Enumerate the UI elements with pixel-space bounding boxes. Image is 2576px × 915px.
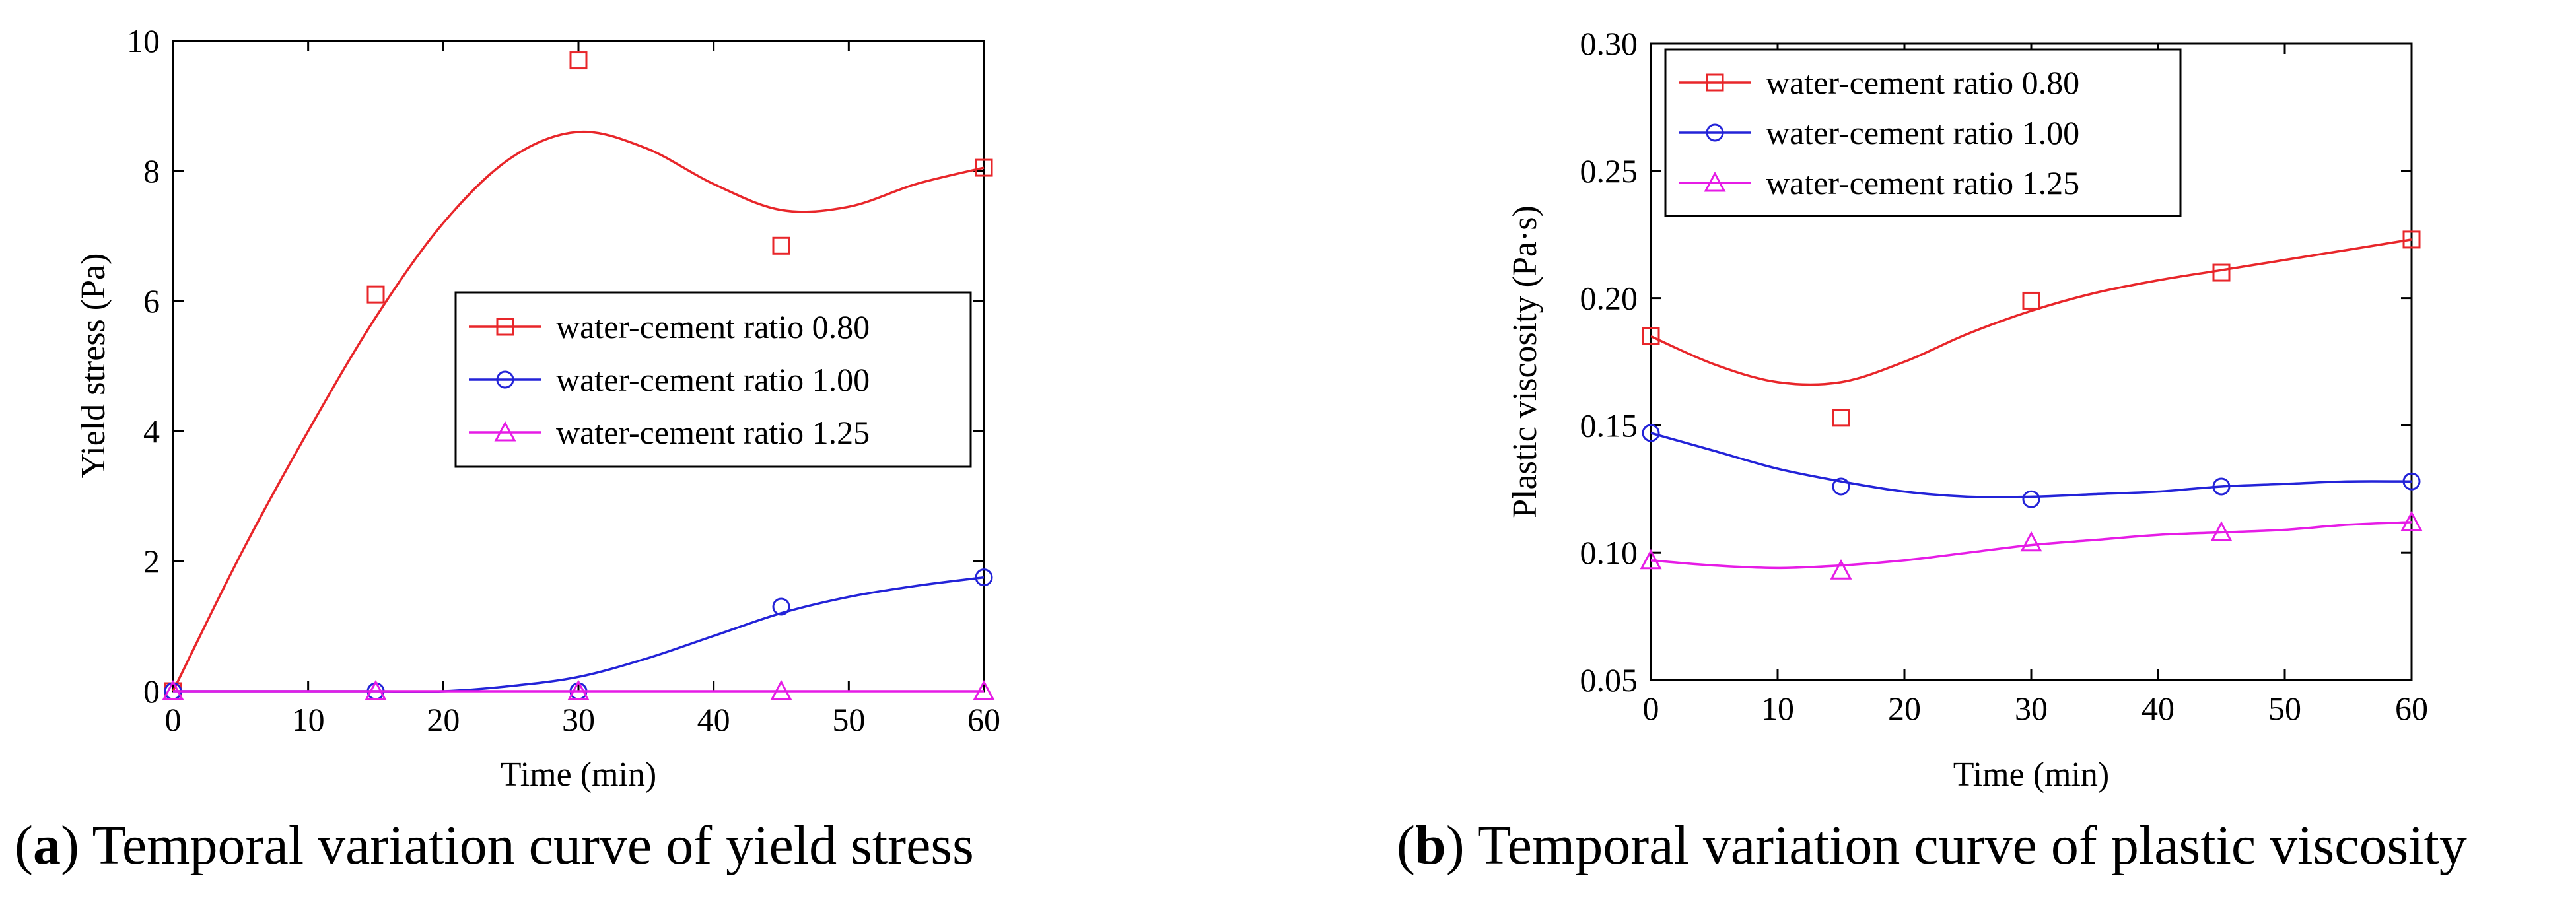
x-tick-label: 50: [2268, 690, 2301, 727]
x-tick-label: 0: [1643, 690, 1659, 727]
legend-box: [454, 291, 972, 468]
y-axis-label: Plastic viscosity (Pa·s): [1506, 205, 1544, 518]
series-line-2: [1650, 432, 2412, 498]
data-point-3: [567, 679, 590, 700]
data-point-3: [1830, 559, 1852, 580]
x-axis-label: Time (min): [501, 756, 656, 794]
data-point-3: [365, 679, 387, 700]
legend-marker: [496, 318, 514, 336]
x-tick-label: 40: [2141, 690, 2175, 727]
data-point-2: [2212, 477, 2231, 496]
legend-label: water-cement ratio 1.25: [1766, 164, 2079, 201]
legend-label: water-cement ratio 0.80: [556, 308, 870, 345]
x-tick-label: 20: [427, 701, 460, 738]
data-point-2: [975, 568, 993, 587]
x-tick-label: 10: [292, 701, 325, 738]
data-point-1: [569, 51, 588, 70]
y-tick-label: 0.30: [1580, 25, 1638, 62]
data-point-3: [1640, 549, 1662, 570]
x-axis-label: Time (min): [1953, 756, 2109, 794]
y-tick-label: 8: [143, 152, 160, 189]
caption-a: (a) Temporal variation curve of yield st…: [15, 815, 974, 876]
legend-marker: [494, 421, 516, 442]
data-point-1: [2212, 263, 2231, 282]
series-line-1: [172, 130, 985, 692]
legend-label: water-cement ratio 1.00: [556, 361, 870, 398]
y-axis-label: Yield stress (Pa): [75, 254, 112, 479]
y-tick-label: 2: [143, 543, 160, 580]
data-point-2: [1832, 477, 1850, 496]
x-tick-label: 0: [165, 701, 182, 738]
caption-text: Temporal variation curve of yield stress: [79, 815, 974, 876]
y-tick-label: 10: [127, 22, 160, 59]
data-point-3: [2400, 510, 2423, 531]
series-line-3: [1650, 521, 2412, 570]
data-point-1: [772, 236, 790, 255]
data-point-2: [1642, 424, 1660, 442]
y-tick-label: 0: [143, 673, 160, 710]
data-point-3: [162, 679, 184, 700]
legend-marker: [1706, 73, 1724, 92]
data-point-3: [973, 679, 995, 700]
caption-b: (b) Temporal variation curve of plastic …: [1397, 815, 2467, 876]
y-tick-label: 4: [143, 413, 160, 450]
legend: water-cement ratio 0.80 water-cement rati…: [1664, 48, 2182, 217]
legend: water-cement ratio 0.80 water-cement rati…: [454, 291, 972, 468]
data-point-1: [366, 285, 385, 304]
legend-marker: [1706, 123, 1724, 142]
data-point-1: [2022, 291, 2040, 310]
data-point-1: [1832, 409, 1850, 427]
y-tick-label: 0.25: [1580, 152, 1638, 189]
legend-marker: [496, 370, 514, 389]
y-tick-label: 0.20: [1580, 280, 1638, 317]
plastic-viscosity-chart: 0 10 20 30 40 50 60 0.05 0.10 0.15 0.20 0.25 0.30 Ti…: [1506, 25, 2428, 794]
data-point-3: [2210, 521, 2233, 541]
caption-letter: b: [1414, 815, 1446, 876]
x-tick-label: 50: [832, 701, 865, 738]
x-tick-label: 10: [1761, 690, 1794, 727]
x-tick-label: 30: [2015, 690, 2048, 727]
caption-text: Temporal variation curve of plastic visc…: [1464, 815, 2467, 876]
x-tick-label: 30: [562, 701, 595, 738]
x-tick-label: 60: [2395, 690, 2428, 727]
series-line-1: [1650, 238, 2412, 386]
y-tick-label: 0.10: [1580, 534, 1638, 571]
data-point-2: [772, 597, 790, 616]
legend-label: water-cement ratio 0.80: [1766, 64, 2079, 101]
data-point-3: [2020, 531, 2042, 552]
data-point-1: [1642, 327, 1660, 345]
x-tick-label: 60: [967, 701, 1000, 738]
legend-marker: [1704, 171, 1726, 192]
caption-letter: a: [32, 815, 61, 876]
data-point-1: [2402, 230, 2421, 249]
y-tick-label: 6: [143, 283, 160, 320]
y-tick-label: 0.15: [1580, 407, 1638, 444]
yield-stress-chart: 0 10 20 30 40 50 60 0 2 4 6 8 10 Time (min) Yield st…: [75, 22, 1000, 794]
data-point-1: [975, 158, 993, 177]
x-tick-label: 20: [1888, 690, 1921, 727]
series-line-2: [173, 576, 985, 693]
data-point-2: [2402, 472, 2421, 491]
data-point-3: [770, 679, 792, 700]
data-point-2: [2022, 490, 2040, 508]
legend-label: water-cement ratio 1.00: [1766, 114, 2079, 151]
legend-label: water-cement ratio 1.25: [556, 414, 870, 451]
y-tick-label: 0.05: [1580, 661, 1638, 698]
x-tick-label: 40: [697, 701, 730, 738]
